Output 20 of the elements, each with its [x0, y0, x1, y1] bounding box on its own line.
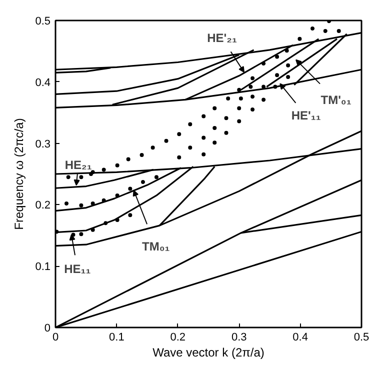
- annotation: HE'₁₁: [291, 108, 321, 123]
- annotation: HE₂₁: [64, 158, 92, 172]
- x-tick-label: 0.4: [292, 332, 308, 344]
- y-tick-label: 0.5: [35, 16, 51, 28]
- annotation: TM₀₁: [142, 240, 170, 254]
- x-axis-title: Wave vector k (2π/a): [152, 346, 264, 360]
- y-tick-label: 0.1: [35, 261, 51, 274]
- annotation: HE₁₁: [64, 262, 91, 276]
- y-tick-label: 0.4: [35, 76, 51, 89]
- x-tick-label: 0.1: [109, 332, 124, 344]
- annotation: HE'₂₁: [207, 31, 237, 46]
- x-tick-label: 0.2: [170, 332, 186, 344]
- x-tick-label: 0.5: [354, 332, 369, 344]
- y-tick-label: 0.2: [35, 200, 51, 212]
- y-tick-label: 0.3: [35, 138, 51, 150]
- annotation: TM'₀₁: [320, 92, 352, 107]
- y-tick-label: 0: [44, 322, 51, 334]
- y-axis-title: Frequency ω (2πc/a): [12, 118, 26, 230]
- x-tick-label: 0.3: [231, 332, 247, 344]
- x-tick-label: 0: [52, 332, 59, 344]
